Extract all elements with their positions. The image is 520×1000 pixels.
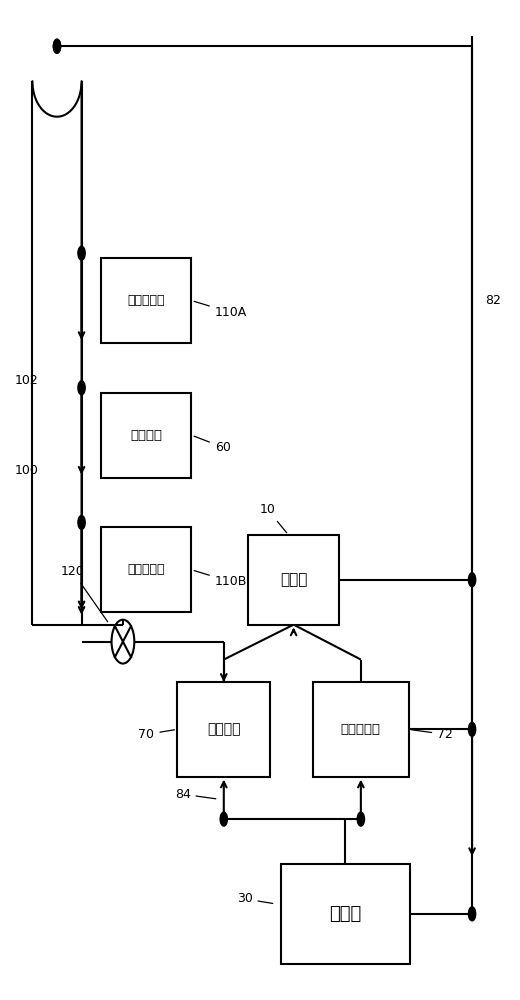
FancyBboxPatch shape: [177, 682, 270, 777]
Circle shape: [78, 381, 85, 395]
Text: 第一散热部: 第一散热部: [127, 294, 165, 307]
FancyBboxPatch shape: [101, 393, 191, 478]
Circle shape: [78, 515, 85, 529]
Text: 82: 82: [485, 294, 501, 307]
Circle shape: [220, 812, 227, 826]
Circle shape: [54, 39, 61, 53]
Circle shape: [78, 246, 85, 260]
Text: 冷却器: 冷却器: [329, 905, 361, 923]
Text: 102: 102: [15, 374, 38, 387]
Text: 冷却液泵: 冷却液泵: [207, 722, 241, 736]
Text: 发动机: 发动机: [280, 572, 307, 587]
Circle shape: [469, 573, 476, 587]
Circle shape: [357, 812, 365, 826]
Text: 100: 100: [15, 464, 38, 477]
FancyBboxPatch shape: [101, 258, 191, 343]
Text: 120: 120: [61, 565, 108, 622]
Text: 110B: 110B: [194, 571, 247, 588]
Circle shape: [54, 39, 61, 53]
Text: 自动调温器: 自动调温器: [341, 723, 381, 736]
FancyBboxPatch shape: [249, 535, 339, 625]
Text: 喷射模块: 喷射模块: [130, 429, 162, 442]
Text: 第二散热部: 第二散热部: [127, 563, 165, 576]
Text: 30: 30: [237, 892, 273, 905]
FancyBboxPatch shape: [101, 527, 191, 612]
Circle shape: [469, 722, 476, 736]
FancyBboxPatch shape: [313, 682, 409, 777]
Text: 60: 60: [194, 436, 230, 454]
FancyBboxPatch shape: [281, 864, 410, 964]
Text: 72: 72: [411, 728, 453, 741]
Text: 10: 10: [260, 503, 287, 533]
Circle shape: [469, 907, 476, 921]
Text: 70: 70: [138, 728, 175, 741]
Text: 110A: 110A: [194, 301, 247, 319]
Text: 84: 84: [175, 788, 216, 801]
